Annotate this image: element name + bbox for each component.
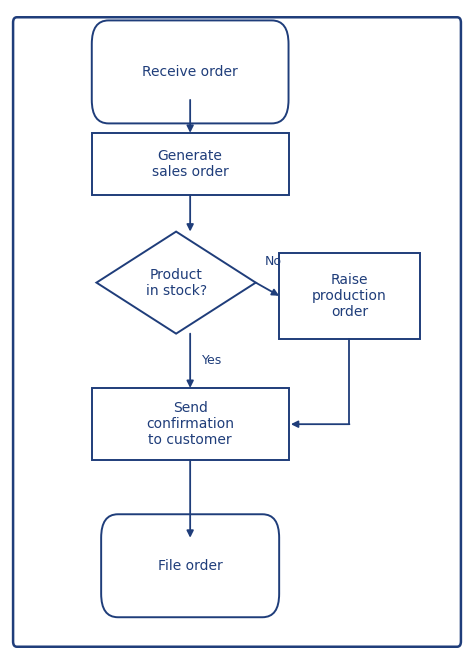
FancyBboxPatch shape [13,17,461,647]
Text: Raise
production
order: Raise production order [312,273,387,319]
Text: Generate
sales order: Generate sales order [152,149,228,179]
Text: Yes: Yes [202,355,222,367]
Bar [279,253,419,339]
Text: No: No [265,255,282,268]
FancyBboxPatch shape [92,21,289,124]
Bar [92,133,289,195]
Text: Product
in stock?: Product in stock? [146,268,207,297]
Bar [92,388,289,460]
FancyBboxPatch shape [101,514,279,618]
Text: Receive order: Receive order [142,65,238,79]
Text: Send
confirmation
to customer: Send confirmation to customer [146,401,234,448]
Polygon shape [97,232,256,333]
Text: File order: File order [158,558,222,573]
